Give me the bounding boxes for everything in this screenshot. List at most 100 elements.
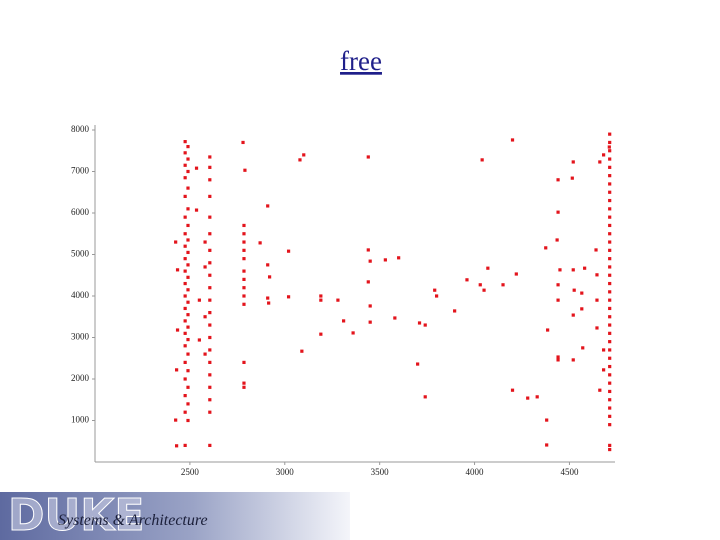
point [186,238,190,242]
point [510,138,515,142]
point [300,349,304,353]
point [608,215,612,219]
point [608,248,612,252]
point [510,388,515,392]
point [608,381,612,385]
point [208,348,212,352]
point [186,369,190,373]
point [319,294,323,298]
point [242,277,246,281]
point [480,158,484,162]
point [208,335,212,340]
point [608,190,612,194]
point [197,338,201,342]
point [186,263,190,267]
point [208,323,212,327]
point [267,275,272,279]
point [208,165,212,169]
point [208,248,212,252]
point [583,266,587,270]
point [556,283,560,287]
point [423,323,427,327]
point [242,360,246,364]
point [453,309,457,313]
point [545,418,549,422]
point [175,368,179,372]
point [183,331,187,335]
x-tick-label: 3000 [276,467,295,477]
y-tick-label: 3000 [71,332,90,342]
point [486,266,490,270]
point [608,340,612,344]
point [608,132,612,136]
point [208,360,212,364]
point [186,325,190,329]
point [208,261,212,265]
point [465,278,469,282]
point [183,344,187,348]
point [183,215,187,219]
point [608,398,612,402]
point [608,257,612,261]
point [319,332,323,336]
y-tick-label: 2000 [71,373,90,383]
point [433,288,437,292]
point [208,232,212,236]
point [183,294,187,298]
point [203,240,207,244]
point [242,302,246,306]
point [208,298,212,302]
point [608,223,612,228]
point [208,398,212,402]
point [203,265,207,269]
point [175,444,179,448]
point [183,306,187,311]
point [266,296,270,300]
point [342,319,346,323]
point [571,358,575,362]
point [183,257,187,261]
point [186,385,190,389]
point [608,273,612,277]
y-tick-label: 7000 [71,166,90,176]
point [208,443,212,447]
point [186,145,190,149]
point [571,160,575,164]
x-tick-label: 2500 [181,467,200,477]
point [368,304,372,308]
point [608,174,612,178]
point [175,268,180,272]
point [556,178,560,182]
point [243,168,247,172]
point [608,281,612,286]
point [242,269,246,273]
point [608,389,612,394]
point [366,248,370,252]
point [602,368,606,372]
point [203,352,207,356]
point [608,331,612,335]
point [594,248,598,252]
point [581,346,585,350]
slide-title: free [340,46,382,76]
point [194,166,199,170]
point [208,215,212,219]
point [183,377,187,381]
point [197,298,201,302]
point [194,208,199,212]
point [595,298,599,302]
point [368,320,372,324]
x-tick-label: 4500 [560,467,579,477]
point [186,418,190,423]
point [242,223,246,228]
point [580,307,584,311]
point [546,328,550,332]
point [174,418,178,422]
point [242,381,246,385]
point [183,360,187,364]
footer-logo: DUKE [8,490,144,540]
point [608,140,612,145]
point [556,358,560,362]
